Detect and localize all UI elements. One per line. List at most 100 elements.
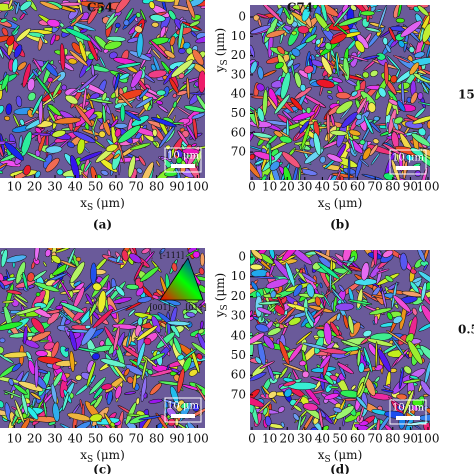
grain [151,117,177,128]
grain [421,304,430,326]
x-tick-label: 50 [332,432,347,446]
grain [411,307,418,316]
grain [123,368,130,377]
grain [46,19,61,28]
grain [91,115,99,133]
grain [293,404,303,412]
grain [341,264,352,274]
grain [12,17,18,22]
grain [176,157,183,164]
grain [88,98,114,104]
grain [274,322,281,328]
scale-box [389,399,427,425]
grain [31,317,45,334]
axis-unit: (μm) [213,28,227,57]
grain [321,56,333,76]
grain [335,92,351,100]
scale-box [164,147,202,173]
grain [141,248,150,254]
grain [419,75,430,82]
grain [256,307,272,315]
grain [56,168,64,176]
grain [39,1,61,11]
grain [157,298,177,308]
grain [85,293,94,306]
grain [32,397,36,407]
grain [252,132,273,139]
panel-label: (a) [93,218,112,232]
grain [46,309,62,314]
grain [253,108,259,129]
grain [0,162,8,171]
grain [256,83,265,92]
grain [269,161,280,171]
grain [377,348,392,373]
y-tick-label: 30 [231,67,246,81]
grain [370,152,381,166]
grain [375,9,383,13]
grain [265,278,289,289]
grain [79,28,88,34]
grain [409,62,420,75]
grain [250,332,265,345]
grain [35,75,51,95]
grain [11,58,19,74]
x-tick-label: 20 [280,432,295,446]
grain [306,107,312,114]
grain [78,73,99,91]
grain [332,6,351,28]
grain [64,175,75,178]
axis-subscript: S [87,455,93,465]
x-tick-label: 100 [186,432,209,446]
grain [290,97,303,111]
panel-label: (b) [330,218,350,232]
grain [184,105,205,113]
grain [376,418,381,430]
grain [8,378,14,386]
grain [329,33,347,45]
x-tick-label: 30 [47,180,62,194]
grain [89,413,103,423]
grain [306,310,316,323]
panel-title: C54 [87,1,113,15]
x-tick-label: 70 [368,432,383,446]
x-tick-label: 70 [368,180,383,194]
grain [285,262,296,287]
grain [0,337,6,344]
y-tick-label: 50 [231,106,246,120]
grain [1,27,9,36]
grain [138,155,146,166]
grain [336,312,341,321]
grain [34,127,42,134]
x-tick-label: 100 [186,180,209,194]
grain [418,322,430,332]
grain [139,266,160,282]
grain [196,353,203,360]
axis-unit: (μm) [96,448,125,462]
grain [176,149,183,158]
axis-symbol: y [213,310,227,318]
ipf-right: [011] [185,303,207,312]
grain [359,422,378,430]
grain [316,79,335,89]
grain [58,278,74,303]
axis-subscript: S [87,203,93,213]
grain [371,294,391,300]
y-tick-label: 60 [231,125,246,139]
grain [65,248,76,272]
grain [390,75,398,84]
grain [60,302,85,314]
grain [250,153,256,160]
grain [350,384,357,391]
grain [117,125,141,144]
ipf-left: [001] [149,303,171,312]
grain [412,115,430,125]
grain [381,389,394,393]
grain [89,65,110,73]
grain [331,77,343,84]
grain [167,320,191,326]
grain [128,309,136,317]
grain [140,9,147,23]
axis-subscript: S [220,304,230,310]
grain [417,101,430,108]
